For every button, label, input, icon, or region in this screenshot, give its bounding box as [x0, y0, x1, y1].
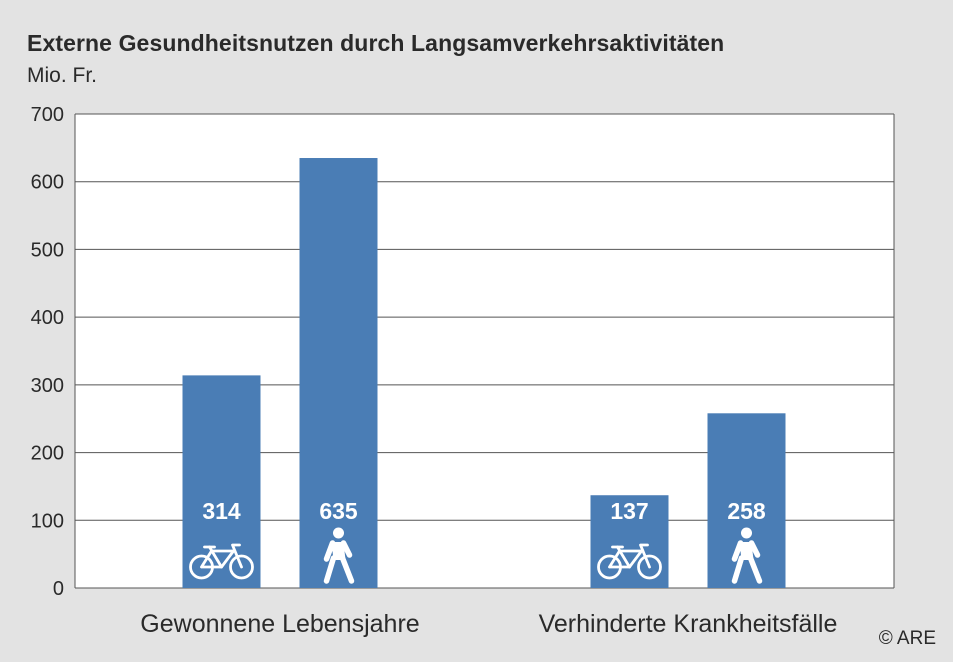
- bar: [299, 158, 378, 588]
- bicycle-icon: [597, 543, 662, 580]
- bar-value-label: 635: [319, 498, 358, 524]
- copyright-credit: © ARE: [878, 628, 936, 649]
- pedestrian-icon: [323, 527, 355, 584]
- chart-title: Externe Gesundheitsnutzen durch Langsamv…: [27, 30, 725, 56]
- y-tick-label: 400: [31, 307, 64, 329]
- data-labels: 314 635 137 258: [202, 498, 766, 524]
- y-tick-label: 700: [31, 104, 64, 126]
- category-labels: Gewonnene Lebensjahre Verhinderte Krankhe…: [140, 610, 837, 638]
- bar: [182, 375, 261, 588]
- bar-value-label: 137: [610, 498, 648, 524]
- bar-value-label: 314: [202, 498, 241, 524]
- bicycle-icon: [189, 543, 254, 580]
- category-label: Gewonnene Lebensjahre: [140, 610, 419, 638]
- y-tick-label: 100: [31, 510, 64, 532]
- y-tick-labels: 0 100 200 300 400 500 600 700: [31, 104, 64, 600]
- bar-icons: [189, 527, 763, 584]
- y-tick-label: 500: [31, 239, 64, 261]
- y-tick-label: 200: [31, 443, 64, 465]
- y-tick-label: 600: [31, 172, 64, 194]
- y-tick-label: 300: [31, 375, 64, 397]
- category-label: Verhinderte Krankheitsfälle: [539, 610, 838, 638]
- bar-value-label: 258: [727, 498, 766, 524]
- bars: [182, 158, 786, 588]
- pedestrian-icon: [731, 527, 763, 584]
- bar: [590, 495, 669, 588]
- y-tick-label: 0: [53, 578, 64, 600]
- y-axis-unit: Mio. Fr.: [27, 64, 98, 87]
